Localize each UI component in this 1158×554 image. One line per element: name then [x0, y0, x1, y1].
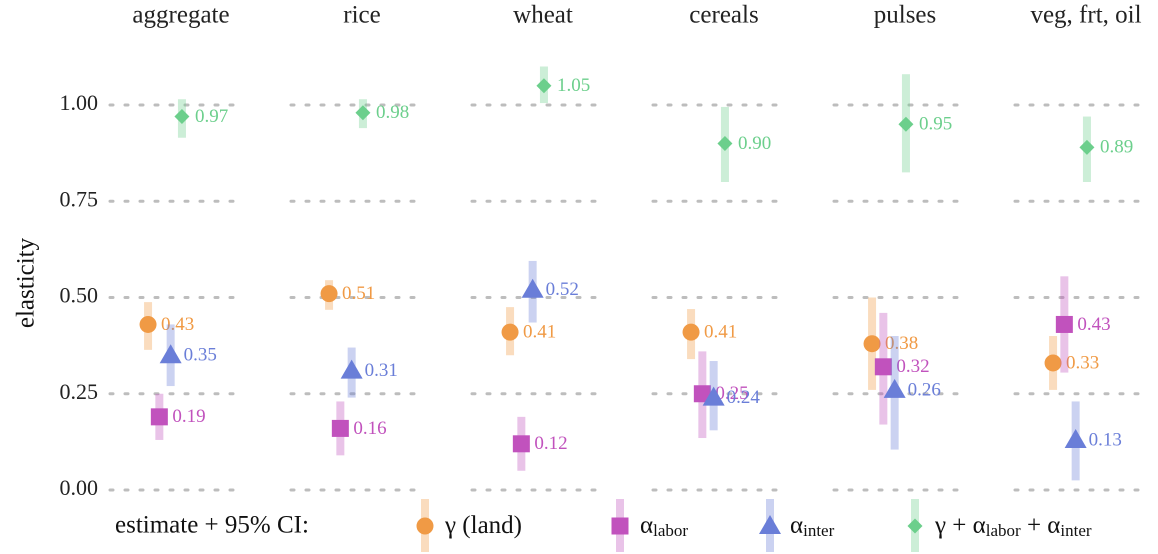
point [340, 359, 363, 379]
facet-title: rice [343, 2, 380, 29]
value-label: 0.98 [376, 102, 409, 123]
value-label: 0.32 [896, 356, 929, 377]
value-label: 0.41 [523, 322, 556, 343]
value-label: 0.52 [546, 279, 579, 300]
point [717, 136, 733, 151]
point [611, 517, 629, 535]
y-tick-label: 0.50 [60, 283, 99, 308]
point [174, 109, 190, 125]
point [874, 358, 892, 376]
value-label: 0.90 [738, 133, 771, 154]
value-label: 0.97 [195, 106, 228, 127]
y-tick-label: 1.00 [60, 90, 99, 115]
point [1079, 139, 1095, 155]
value-label: 0.26 [908, 379, 941, 400]
value-label: 0.25 [715, 383, 748, 404]
point [682, 323, 700, 341]
value-label: 0.43 [161, 314, 194, 335]
value-label: 0.16 [353, 418, 386, 439]
facet-title: pulses [874, 2, 937, 29]
facet-title: veg, frt, oil [1030, 2, 1141, 29]
legend-label: αinter [790, 512, 835, 540]
value-label: 0.43 [1077, 314, 1110, 335]
value-label: 0.31 [365, 360, 398, 381]
point [693, 385, 711, 403]
point [521, 278, 544, 298]
point [416, 517, 434, 535]
legend-label-part: + α [1021, 512, 1061, 539]
value-label: 0.95 [919, 114, 952, 135]
point [501, 323, 519, 341]
legend-label-part: labor [986, 521, 1021, 540]
legend-label-part: inter [803, 521, 834, 540]
value-label: 0.41 [704, 322, 737, 343]
value-label: 0.19 [172, 406, 205, 427]
value-label: 0.38 [885, 333, 918, 354]
point [512, 435, 530, 453]
point [759, 515, 781, 534]
point [702, 386, 725, 406]
facet-title: wheat [513, 2, 573, 29]
legend-label-part: α [790, 512, 803, 539]
point [150, 408, 168, 426]
facet-title: cereals [689, 2, 758, 29]
legend-label-part: inter [1060, 521, 1091, 540]
legend-title: estimate + 95% CI: [115, 512, 309, 539]
legend-label-part: γ + α [934, 512, 986, 539]
value-label: 1.05 [557, 75, 590, 96]
point [907, 518, 923, 534]
y-axis-label: elasticity [13, 237, 40, 328]
point [883, 378, 906, 398]
value-label: 0.12 [534, 433, 567, 454]
point [159, 344, 182, 364]
y-tick-label: 0.00 [60, 475, 99, 500]
point [355, 105, 371, 121]
legend-label: γ (land) [444, 512, 522, 539]
point [331, 419, 349, 437]
value-label: 0.33 [1066, 352, 1099, 373]
point [320, 285, 338, 303]
value-label: 0.35 [184, 345, 217, 366]
legend-label: γ + αlabor + αinter [934, 512, 1092, 540]
point [536, 78, 552, 94]
legend-label-part: labor [653, 521, 688, 540]
legend-label: αlabor [640, 512, 688, 540]
point [1064, 428, 1087, 448]
value-label: 0.13 [1089, 429, 1122, 450]
point [898, 116, 914, 132]
y-tick-label: 0.25 [60, 379, 99, 404]
y-tick-label: 0.75 [60, 186, 99, 211]
legend-label-part: α [640, 512, 653, 539]
point [863, 335, 881, 353]
point [139, 315, 157, 333]
value-label: 0.51 [342, 283, 375, 304]
point [1055, 315, 1073, 333]
value-label: 0.89 [1100, 137, 1133, 158]
point [1044, 354, 1062, 372]
facet-title: aggregate [132, 2, 229, 29]
legend-label-part: γ (land) [444, 512, 522, 539]
value-label: 0.24 [727, 387, 761, 408]
